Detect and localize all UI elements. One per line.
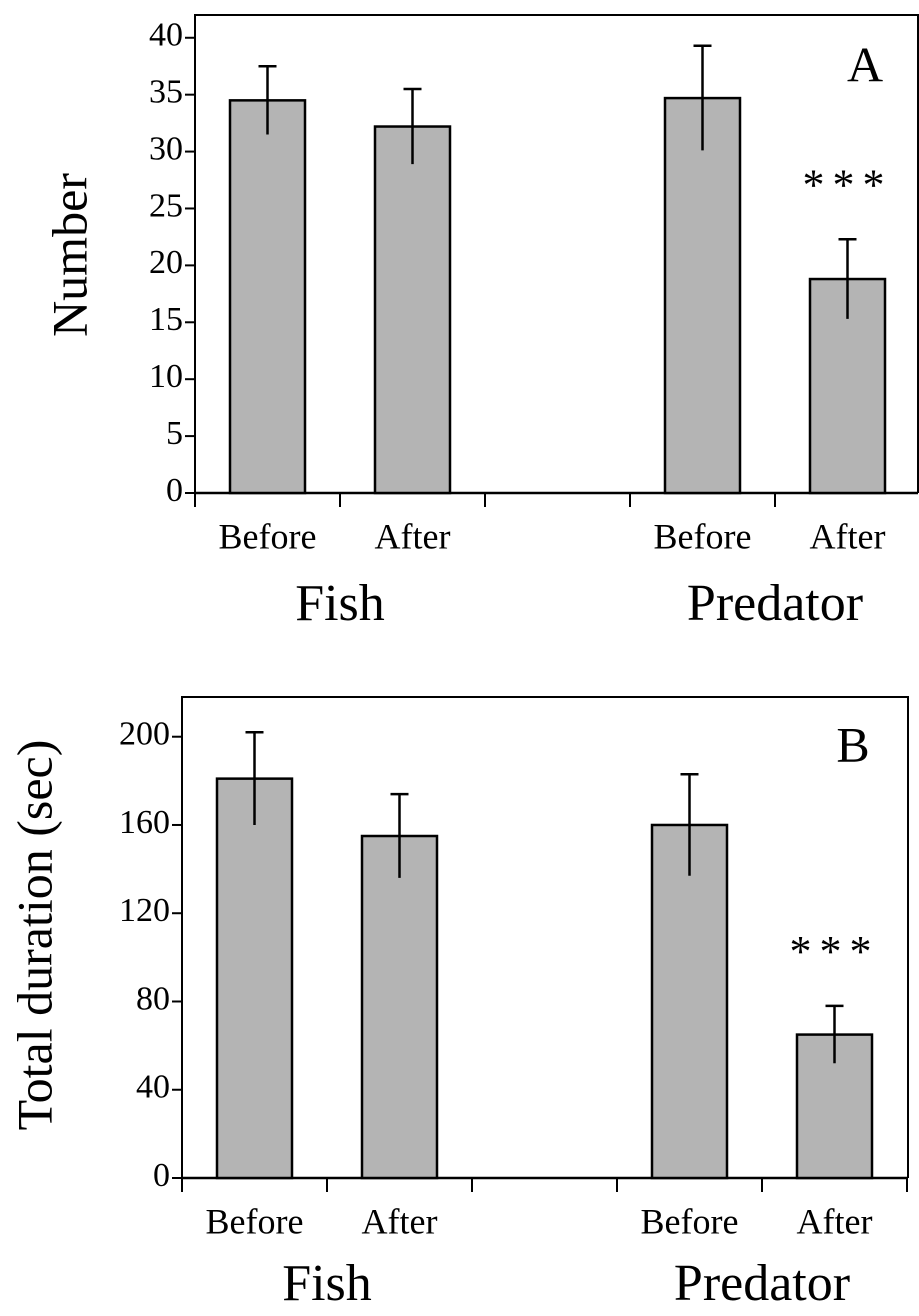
y-tick-label: 35 [149, 73, 183, 110]
panel-label: B [836, 716, 869, 772]
y-tick-label: 80 [136, 980, 170, 1017]
y-tick-label: 20 [149, 244, 183, 281]
x-tick-label: After [362, 1201, 438, 1241]
y-tick-label: 10 [149, 358, 183, 395]
x-tick-label: Before [641, 1201, 739, 1241]
group-label: Predator [674, 1255, 850, 1312]
bar [215, 777, 294, 1180]
bar [373, 125, 452, 495]
group-label: Predator [687, 575, 863, 632]
y-tick-label: 30 [149, 130, 183, 167]
y-tick-label: 0 [153, 1157, 170, 1194]
y-tick-label: 25 [149, 187, 183, 224]
x-tick-label: Before [654, 516, 752, 556]
x-tick-label: Before [206, 1201, 304, 1241]
y-tick-label: 15 [149, 301, 183, 338]
significance-label: *** [790, 927, 880, 976]
group-label: Fish [282, 1255, 372, 1312]
y-axis-label: Number [41, 173, 97, 337]
bar [360, 834, 439, 1180]
y-tick-label: 0 [166, 472, 183, 509]
y-tick-label: 5 [166, 415, 183, 452]
group-label: Fish [295, 575, 385, 632]
bar [663, 96, 742, 495]
x-tick-label: After [375, 516, 451, 556]
x-tick-label: After [810, 516, 886, 556]
y-tick-label: 40 [136, 1069, 170, 1106]
y-tick-label: 40 [149, 17, 183, 54]
y-tick-label: 120 [119, 892, 170, 929]
y-axis-label: Total duration (sec) [6, 740, 62, 1131]
significance-label: *** [803, 160, 893, 209]
panel-label: A [847, 36, 883, 92]
bar [228, 99, 307, 495]
y-tick-label: 200 [119, 716, 170, 753]
y-tick-label: 160 [119, 804, 170, 841]
x-tick-label: After [797, 1201, 873, 1241]
plot-frame [181, 696, 909, 1178]
bar [650, 823, 729, 1180]
x-tick-label: Before [219, 516, 317, 556]
plot-frame [194, 14, 919, 493]
